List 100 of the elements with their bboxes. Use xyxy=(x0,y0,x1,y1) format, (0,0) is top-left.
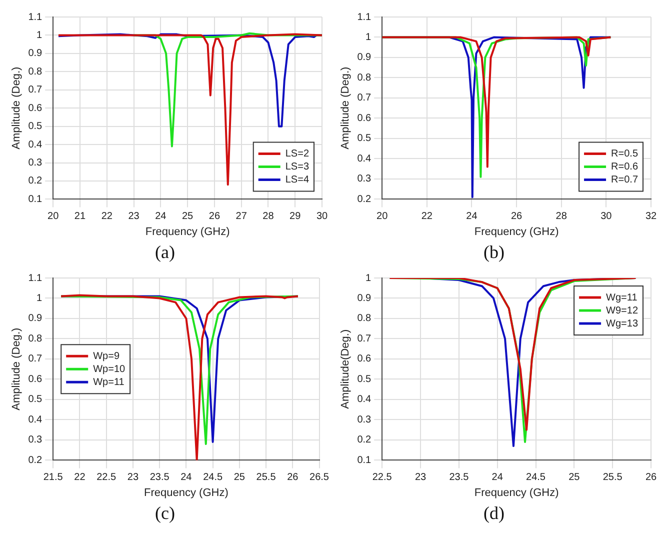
x-tick-label: 24 xyxy=(180,472,192,483)
x-tick-label: 24.5 xyxy=(203,472,223,483)
y-tick-label: 1 xyxy=(36,30,43,41)
x-axis-title: Frequency (GHz) xyxy=(474,486,559,499)
x-tick-label: 24 xyxy=(466,210,478,222)
legend-label: LS=4 xyxy=(285,174,310,186)
legend-label: Wp=10 xyxy=(93,364,126,375)
x-tick-label: 26.5 xyxy=(310,472,330,483)
x-tick-label: 25.5 xyxy=(602,472,623,483)
y-tick-label: 0.8 xyxy=(357,313,372,324)
y-axis-title: Amplitude (Deg.) xyxy=(10,328,23,410)
y-tick-label: 0.7 xyxy=(28,84,43,96)
text: (d) xyxy=(484,502,504,523)
y-tick-label: 0.1 xyxy=(357,454,372,466)
y-tick-label: 0.8 xyxy=(357,72,372,84)
legend-label: LS=3 xyxy=(285,161,310,172)
x-tick-label: 30 xyxy=(316,210,328,222)
x-tick-label: 24.5 xyxy=(526,472,546,483)
legend-label: R=0.5 xyxy=(611,148,638,160)
y-tick-label: 0.7 xyxy=(357,333,372,344)
x-tick-label: 25.5 xyxy=(256,472,276,483)
x-tick-label: 23.5 xyxy=(150,472,170,483)
y-tick-label: 0.8 xyxy=(28,333,43,344)
x-tick-label: 20 xyxy=(376,210,388,222)
x-tick-label: 28 xyxy=(262,210,274,222)
x-tick-label: 25 xyxy=(568,472,580,483)
y-tick-label: 0.9 xyxy=(28,313,43,324)
legend-label: Wp=9 xyxy=(93,350,120,362)
x-tick-label: 21 xyxy=(74,210,86,222)
x-tick-label: 22.5 xyxy=(372,472,392,483)
text: (c) xyxy=(155,502,175,523)
x-axis-title: Frequency (GHz) xyxy=(145,226,230,238)
x-tick-label: 27 xyxy=(236,210,248,222)
x-tick-label: 26 xyxy=(208,210,220,222)
y-tick-label: 0.3 xyxy=(28,158,43,169)
y-tick-label: 0.5 xyxy=(28,394,43,406)
y-tick-label: 0.5 xyxy=(357,374,372,385)
y-tick-label: 0.3 xyxy=(28,434,43,446)
y-tick-label: 0.3 xyxy=(357,174,372,185)
y-tick-label: 0.9 xyxy=(28,48,43,60)
x-tick-label: 22 xyxy=(421,210,433,222)
legend-label: R=0.7 xyxy=(611,174,638,186)
y-axis-title: Amplitude (Deg.) xyxy=(340,66,352,150)
y-tick-label: 0.2 xyxy=(28,454,43,466)
x-tick-label: 26 xyxy=(287,472,299,483)
x-tick-label: 23 xyxy=(414,472,427,483)
y-tick-label: 0.6 xyxy=(357,112,372,124)
y-tick-label: 0.4 xyxy=(357,394,372,406)
x-tick-label: 26 xyxy=(645,472,657,483)
legend-label: R=0.6 xyxy=(611,161,638,172)
y-tick-label: 0.6 xyxy=(357,354,372,365)
legend-label: Wg=13 xyxy=(606,318,638,330)
x-tick-label: 26 xyxy=(510,210,523,222)
y-tick-label: 0.9 xyxy=(357,52,372,64)
y-tick-label: 0.2 xyxy=(357,434,372,446)
text: (b) xyxy=(484,242,504,262)
y-tick-label: 0.6 xyxy=(28,102,43,114)
y-axis-title: Amplitude (Deg.) xyxy=(10,66,23,150)
y-tick-label: 0.8 xyxy=(28,66,43,78)
y-tick-label: 1.1 xyxy=(28,272,43,284)
y-tick-label: 0.9 xyxy=(357,292,372,304)
x-tick-label: 22.5 xyxy=(96,472,116,483)
x-tick-label: 24 xyxy=(492,472,504,483)
y-tick-label: 1 xyxy=(366,32,372,43)
x-tick-label: 22 xyxy=(101,210,113,222)
x-tick-label: 22 xyxy=(74,472,86,483)
y-tick-label: 0.2 xyxy=(357,194,372,205)
legend-label: Wg=11 xyxy=(606,292,638,304)
x-tick-label: 23 xyxy=(127,472,139,483)
y-tick-label: 1.1 xyxy=(28,12,43,23)
y-tick-label: 1 xyxy=(366,272,372,284)
x-tick-label: 32 xyxy=(645,210,657,222)
text: (a) xyxy=(155,242,175,262)
x-tick-label: 30 xyxy=(600,210,612,222)
y-tick-label: 1 xyxy=(36,292,43,304)
x-tick-label: 25 xyxy=(182,210,194,222)
x-tick-label: 23 xyxy=(128,210,140,222)
y-tick-label: 0.1 xyxy=(28,194,43,205)
y-tick-label: 0.7 xyxy=(357,92,372,104)
y-tick-label: 0.3 xyxy=(357,414,372,426)
x-tick-label: 29 xyxy=(290,210,302,222)
legend-label: Wp=11 xyxy=(93,376,125,388)
y-tick-label: 1.1 xyxy=(357,12,372,23)
legend-label: W9=12 xyxy=(606,305,638,316)
legend-label: LS=2 xyxy=(285,148,310,160)
y-tick-label: 0.5 xyxy=(357,133,372,144)
x-tick-label: 21.5 xyxy=(43,472,64,483)
x-axis-title: Frequency (GHz) xyxy=(474,226,559,238)
y-axis-title: Amplitude(Deg.) xyxy=(340,329,352,409)
y-tick-label: 0.7 xyxy=(28,354,43,365)
x-tick-label: 20 xyxy=(48,210,60,222)
y-tick-label: 0.2 xyxy=(28,176,43,187)
y-tick-label: 0.5 xyxy=(28,121,43,132)
y-tick-label: 0.4 xyxy=(357,153,372,164)
y-tick-label: 0.4 xyxy=(28,414,43,426)
x-tick-label: 28 xyxy=(556,210,568,222)
x-tick-label: 23.5 xyxy=(449,472,470,483)
x-axis-title: Frequency (GHz) xyxy=(144,486,228,499)
y-tick-label: 0.4 xyxy=(28,139,43,150)
y-tick-label: 0.6 xyxy=(28,374,43,385)
